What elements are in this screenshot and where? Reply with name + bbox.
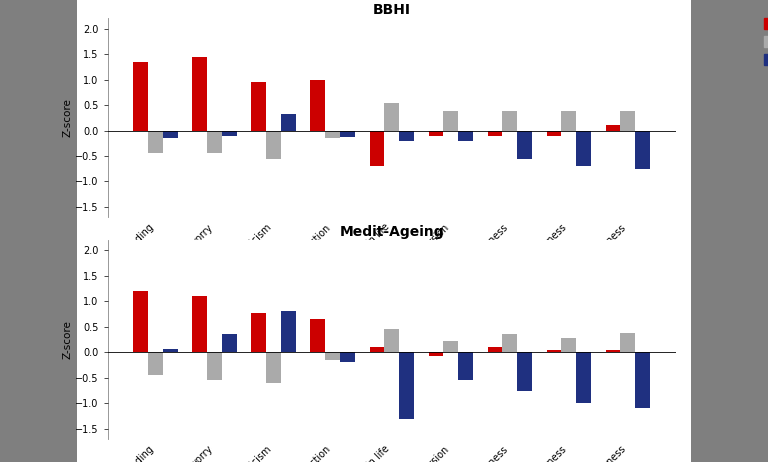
Bar (502, 334, 517, 353)
Bar (399, 131, 414, 141)
Bar (547, 131, 561, 136)
Bar (340, 131, 355, 137)
Y-axis label: Z-score: Z-score (62, 320, 72, 359)
Bar (517, 353, 532, 390)
Bar (134, 62, 148, 131)
Bar (576, 131, 591, 166)
Bar (163, 349, 177, 353)
Bar (458, 353, 473, 380)
Bar (606, 350, 621, 353)
Bar (488, 347, 502, 353)
Bar (281, 310, 296, 353)
Bar (326, 131, 340, 138)
Bar (369, 347, 384, 353)
Bar (148, 353, 163, 375)
Bar (251, 82, 266, 131)
Bar (222, 334, 237, 353)
Bar (193, 57, 207, 131)
Bar (310, 79, 326, 131)
Bar (458, 131, 473, 141)
Bar (326, 353, 340, 360)
Bar (443, 341, 458, 353)
Bar (576, 353, 591, 403)
Bar (399, 353, 414, 419)
Bar (547, 350, 561, 353)
Bar (621, 111, 635, 131)
Bar (207, 131, 222, 153)
Bar (266, 353, 281, 383)
Bar (429, 353, 443, 356)
Legend: Class 1, Class 2, Class 3: Class 1, Class 2, Class 3 (760, 14, 768, 69)
Bar (193, 296, 207, 353)
Bar (281, 114, 296, 131)
Bar (266, 131, 281, 158)
Bar (488, 131, 502, 136)
Bar (443, 111, 458, 131)
Bar (134, 291, 148, 353)
Title: BBHI: BBHI (372, 3, 411, 17)
Bar (222, 131, 237, 136)
Bar (207, 353, 222, 380)
Bar (621, 333, 635, 353)
Bar (561, 111, 576, 131)
Bar (561, 338, 576, 353)
Bar (369, 131, 384, 166)
Bar (429, 131, 443, 136)
Y-axis label: Z-score: Z-score (62, 98, 72, 137)
Bar (502, 111, 517, 131)
Bar (517, 131, 532, 158)
Bar (310, 319, 326, 353)
Bar (606, 126, 621, 131)
Bar (635, 353, 650, 408)
Bar (340, 353, 355, 363)
Bar (148, 131, 163, 153)
Bar (251, 313, 266, 353)
Title: Medit-Ageing: Medit-Ageing (339, 225, 444, 239)
Bar (384, 329, 399, 353)
Bar (384, 103, 399, 131)
Bar (163, 131, 177, 138)
Bar (635, 131, 650, 169)
